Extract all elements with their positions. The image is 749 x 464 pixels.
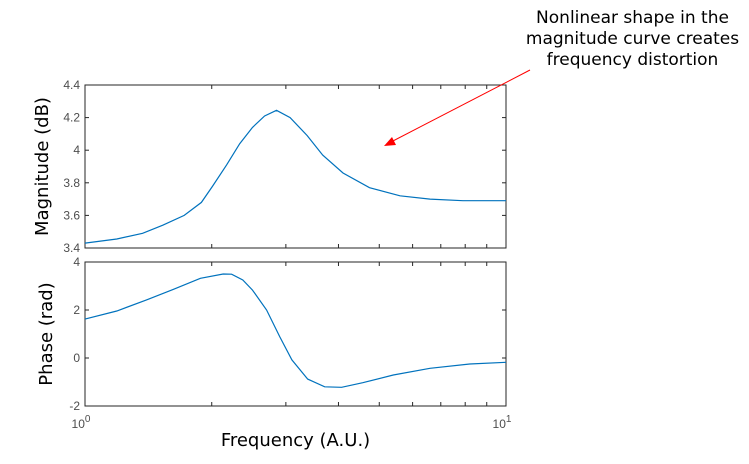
y-tick-label: 4	[73, 143, 80, 157]
annotation-arrow	[390, 69, 531, 143]
arrow-head-icon	[384, 137, 396, 146]
y-axis-label: Magnitude (dB)	[32, 97, 53, 236]
magnitude-axes: 3.4 3.6 3.8 4 4.2 4.4 Magnitude (dB)	[32, 78, 507, 255]
y-tick-label: 3.6	[63, 208, 80, 222]
phase-axes: -2 0 2 4 Phase (rad) 100 101 Frequency (A.U.)	[36, 255, 512, 451]
axes-box	[84, 84, 507, 249]
y-tick-label: 4.4	[63, 78, 80, 92]
y-tick-label: 2	[73, 303, 80, 317]
annotation-text: Nonlinear shape in the magnitude curve c…	[525, 8, 740, 70]
series-line	[84, 273, 507, 388]
x-tick-label: 100	[72, 414, 91, 431]
y-tick-label: 0	[73, 351, 80, 365]
series-line	[84, 109, 506, 244]
y-tick-label: 3.4	[63, 241, 80, 255]
y-tick-label: -2	[69, 399, 80, 413]
y-tick-label: 4	[73, 255, 80, 269]
axes-box	[84, 261, 507, 407]
y-tick-label: 4.2	[63, 111, 80, 125]
x-axis-label: Frequency (A.U.)	[221, 430, 370, 451]
x-tick-label: 101	[493, 414, 512, 431]
y-axis-label: Phase (rad)	[36, 282, 57, 385]
y-tick-label: 3.8	[63, 176, 80, 190]
